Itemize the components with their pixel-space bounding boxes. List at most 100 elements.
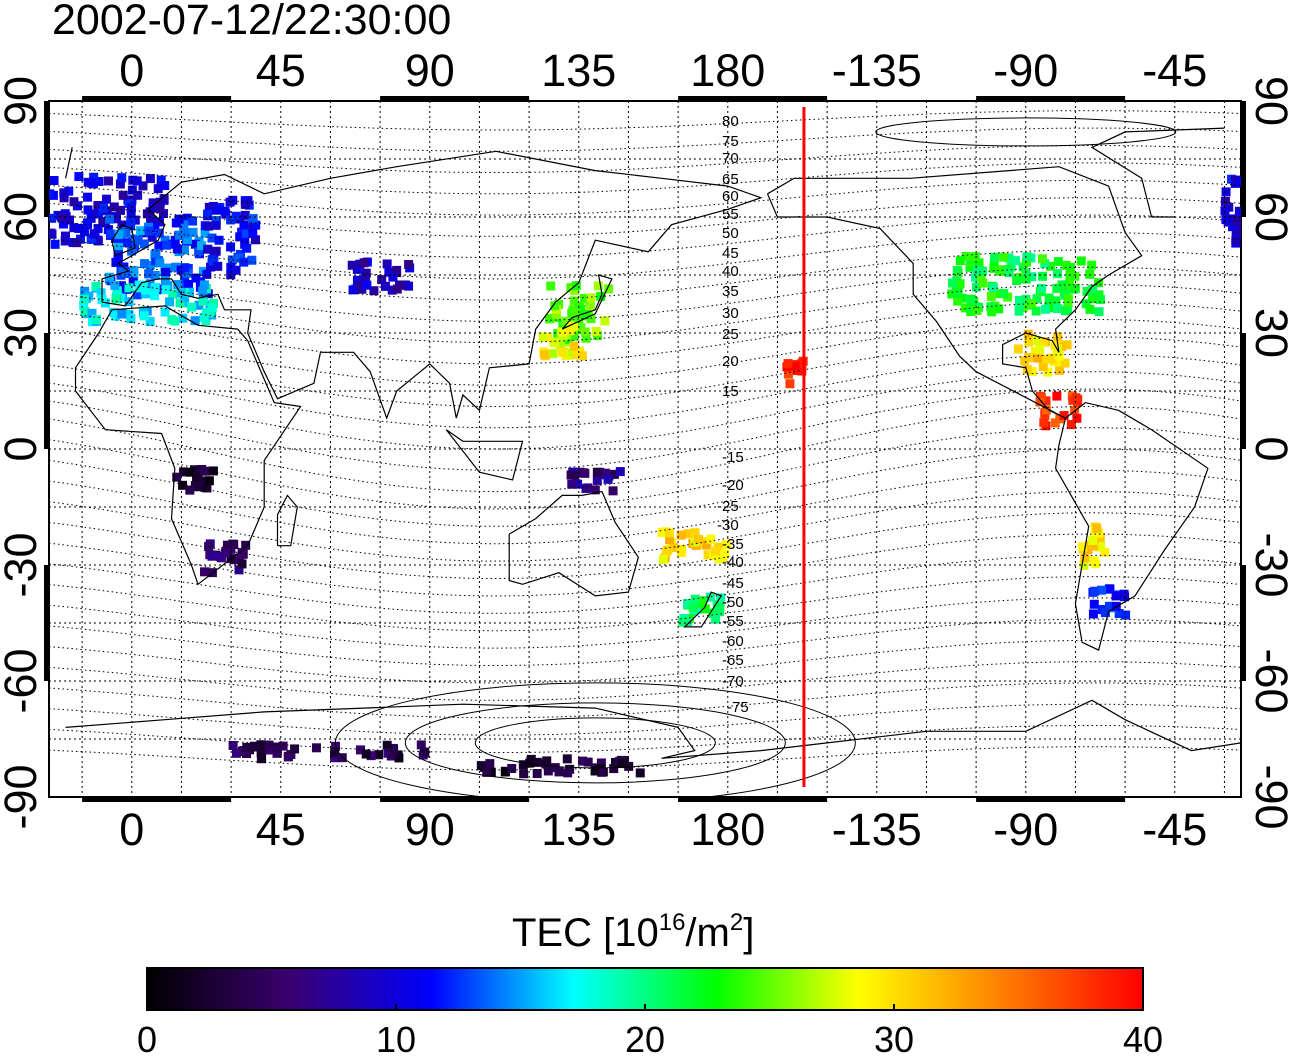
tec-cell xyxy=(171,218,181,228)
tec-cell xyxy=(49,229,57,239)
tec-cell xyxy=(482,767,492,777)
tec-cell xyxy=(705,592,715,602)
tec-cell xyxy=(1052,283,1062,293)
tec-cell xyxy=(170,316,180,326)
colorbar-tick-label: 10 xyxy=(376,1019,416,1057)
tec-cell xyxy=(103,176,113,186)
tec-cell xyxy=(188,227,198,237)
tec-cell xyxy=(114,230,124,240)
tec-cell xyxy=(953,288,963,298)
tec-cell xyxy=(972,266,982,276)
mlat-contour xyxy=(49,406,1241,492)
tec-cell xyxy=(1031,306,1041,316)
tec-cell xyxy=(50,239,60,249)
tec-cell xyxy=(213,261,223,271)
tec-cell xyxy=(69,223,79,233)
lat-tick-label-left: 90 xyxy=(0,76,46,126)
tec-cell xyxy=(948,278,958,288)
tec-cell xyxy=(58,212,68,222)
mlat-label: -15 xyxy=(722,449,744,466)
tec-cell xyxy=(203,209,213,219)
coastline xyxy=(508,490,640,597)
tec-cell xyxy=(583,757,593,767)
tec-cell xyxy=(387,749,397,759)
mlat-contour xyxy=(49,597,1241,649)
tec-cell xyxy=(1088,284,1098,294)
tec-cell xyxy=(118,267,128,277)
lat-tick-label-left: -30 xyxy=(0,532,46,597)
tec-cell xyxy=(580,293,590,303)
tec-cell xyxy=(1097,585,1107,595)
colorbar: TEC [1016/m2] 0 10 20 30 40 xyxy=(137,909,1163,1057)
tec-cell xyxy=(556,340,566,350)
tec-cell xyxy=(168,289,178,299)
tec-cell xyxy=(591,326,601,336)
tec-cell xyxy=(251,742,261,752)
tec-cell xyxy=(1105,601,1115,611)
tec-cell xyxy=(330,747,340,757)
tec-cell xyxy=(172,244,182,254)
tec-cell xyxy=(111,294,121,304)
tec-cell xyxy=(1092,523,1102,533)
tec-cell xyxy=(690,594,700,604)
tec-cell xyxy=(567,479,577,489)
frame-tick-bar xyxy=(380,797,530,802)
mlat-label: 40 xyxy=(722,263,739,280)
tec-cell xyxy=(239,257,249,267)
tec-cell xyxy=(542,756,552,766)
tec-cell xyxy=(597,767,607,777)
tec-cell xyxy=(150,291,160,301)
mlat-contour xyxy=(49,249,1241,301)
frame-tick-bar xyxy=(976,96,1126,101)
tec-cell xyxy=(104,214,114,224)
tec-cell xyxy=(251,220,261,230)
tec-cell xyxy=(1100,547,1110,557)
mlat-label: 35 xyxy=(722,283,739,300)
tec-cell xyxy=(190,239,200,249)
tec-cell xyxy=(59,188,69,198)
tec-cell xyxy=(590,485,600,495)
tec-cell xyxy=(658,554,668,564)
tec-cell xyxy=(676,530,686,540)
tec-cell xyxy=(1088,535,1098,545)
tec-cell xyxy=(311,743,321,753)
tec-cell xyxy=(185,485,195,495)
frame-tick-bar xyxy=(678,797,828,802)
tec-cell xyxy=(101,194,111,204)
bottom-longitude-labels: 0 45 90 135 180 -135 -90 -45 xyxy=(119,804,1207,855)
tec-cell xyxy=(109,202,119,212)
lon-tick-label-top: -90 xyxy=(993,45,1058,96)
tec-cell xyxy=(974,258,984,268)
tec-cell xyxy=(720,549,730,559)
tec-cell xyxy=(1054,351,1064,361)
tec-cell xyxy=(420,747,430,757)
tec-cell xyxy=(711,614,721,624)
coastline xyxy=(74,305,302,586)
tec-cell xyxy=(265,745,275,755)
tec-cell xyxy=(204,202,214,212)
tec-cell xyxy=(999,289,1009,299)
tec-cell xyxy=(563,768,573,778)
colorbar-title: TEC [1016/m2] xyxy=(512,909,754,955)
tec-cell xyxy=(389,744,399,754)
tec-cell xyxy=(1082,286,1092,296)
tec-cell xyxy=(129,266,139,276)
tec-cell xyxy=(1037,283,1047,293)
coastline xyxy=(276,494,298,547)
tec-cell xyxy=(1221,187,1231,197)
tec-cell xyxy=(476,761,486,771)
tec-cell xyxy=(1040,259,1050,269)
lon-tick-label-bottom: -135 xyxy=(832,804,922,855)
tec-cell xyxy=(110,281,120,291)
tec-cell xyxy=(208,466,218,476)
tec-cell xyxy=(330,753,340,763)
tec-cell xyxy=(965,262,975,272)
tec-cell xyxy=(1053,332,1063,342)
lat-tick-label-left: 0 xyxy=(0,436,46,461)
tec-cell xyxy=(500,766,510,776)
tec-cell xyxy=(91,281,101,291)
tec-cell xyxy=(234,565,244,575)
tec-cell xyxy=(1070,271,1080,281)
tec-cell xyxy=(703,550,713,560)
tec-cell xyxy=(115,205,125,215)
